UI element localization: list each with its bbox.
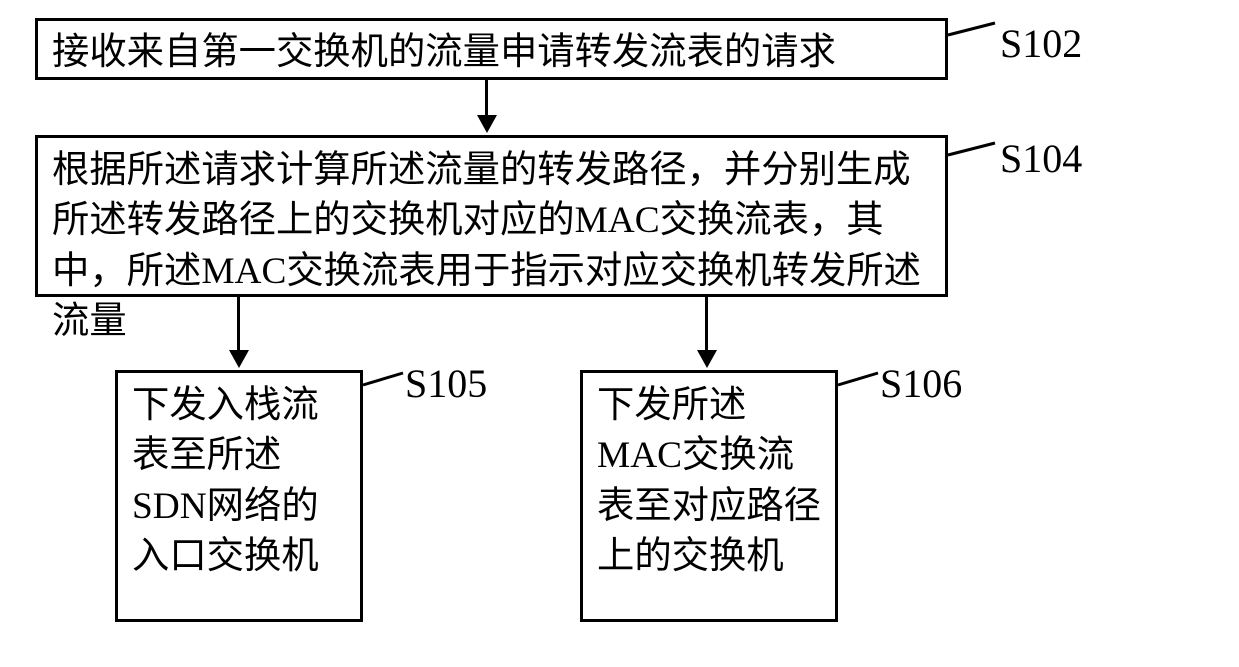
flow-step-text: 根据所述请求计算所述流量的转发路径，并分别生成所述转发路径上的交换机对应的MAC… (52, 146, 931, 348)
flow-step-text: 下发所述MAC交换流表至对应路径上的交换机 (597, 381, 821, 583)
step-label-s106: S106 (880, 360, 962, 407)
flow-step-s102: 接收来自第一交换机的流量申请转发流表的请求 (35, 18, 948, 80)
flow-step-text: 接收来自第一交换机的流量申请转发流表的请求 (52, 29, 836, 78)
flow-step-s105: 下发入栈流表至所述SDN网络的入口交换机 (115, 370, 363, 622)
arrow-s104-s106 (705, 297, 708, 352)
step-label-s105: S105 (405, 360, 487, 407)
arrow-head-s104-s105 (229, 350, 249, 368)
step-label-s102: S102 (1000, 20, 1082, 67)
flow-step-s106: 下发所述MAC交换流表至对应路径上的交换机 (580, 370, 838, 622)
step-label-s104: S104 (1000, 135, 1082, 182)
arrow-head-s102-s104 (477, 115, 497, 133)
flow-step-text: 下发入栈流表至所述SDN网络的入口交换机 (132, 381, 346, 583)
arrow-s102-s104 (485, 80, 488, 117)
arrow-head-s104-s106 (697, 350, 717, 368)
flow-step-s104: 根据所述请求计算所述流量的转发路径，并分别生成所述转发路径上的交换机对应的MAC… (35, 135, 948, 297)
arrow-s104-s105 (237, 297, 240, 352)
